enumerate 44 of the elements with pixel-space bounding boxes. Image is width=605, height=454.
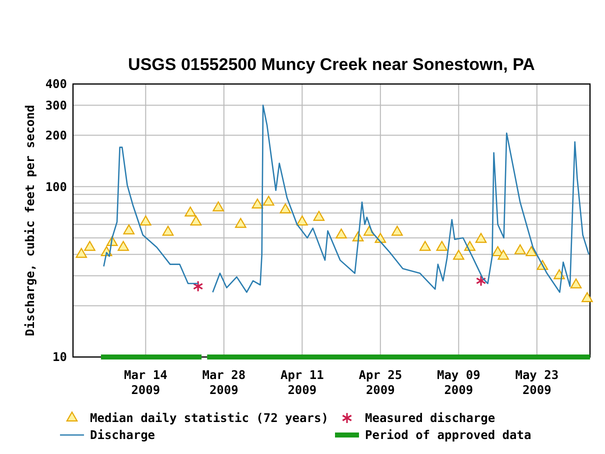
x-tick-label: Mar 14 2009 — [124, 368, 168, 397]
chart-title: USGS 01552500 Muncy Creek near Sonestown, PA — [128, 55, 535, 74]
point — [212, 201, 224, 212]
legend-label: Measured discharge — [365, 411, 496, 426]
x-tick-label: May 09 2009 — [436, 368, 480, 397]
point — [262, 196, 274, 206]
y-tick-label: 100 — [45, 180, 67, 194]
x-tick-label: May 23 2009 — [515, 368, 559, 397]
point — [498, 250, 510, 260]
point — [192, 280, 204, 292]
point — [190, 216, 202, 226]
point — [570, 278, 582, 288]
point — [526, 246, 537, 256]
point — [252, 198, 264, 208]
y-tick-label: 400 — [45, 77, 67, 92]
x-tick-label: Apr 25 2009 — [358, 368, 402, 397]
point — [453, 250, 464, 260]
point — [582, 292, 593, 302]
point — [118, 240, 129, 251]
point — [76, 248, 88, 258]
y-tick-label: 300 — [45, 98, 67, 112]
point — [280, 203, 292, 214]
y-tick-label: 10 — [52, 350, 67, 364]
point — [475, 232, 487, 243]
point — [336, 228, 347, 238]
point — [436, 240, 448, 251]
point — [392, 226, 403, 236]
point — [296, 216, 308, 226]
point — [162, 226, 174, 236]
y-tick-label: 200 — [45, 128, 67, 142]
point — [184, 206, 196, 216]
point — [313, 210, 325, 221]
legend-label: Discharge — [90, 428, 156, 442]
legend-label: Period of approved data — [365, 428, 532, 442]
x-tick-label: Mar 28 2009 — [202, 368, 246, 397]
point — [84, 240, 96, 251]
legend-label: Median daily statistic (72 years) — [90, 411, 328, 426]
point — [419, 240, 431, 251]
point — [123, 224, 135, 234]
point — [514, 244, 526, 254]
point — [140, 216, 152, 226]
point — [235, 218, 246, 228]
x-tick-label: Apr 11 2009 — [280, 368, 324, 397]
y-axis-title: Discharge, cubic feet per second — [23, 104, 37, 336]
